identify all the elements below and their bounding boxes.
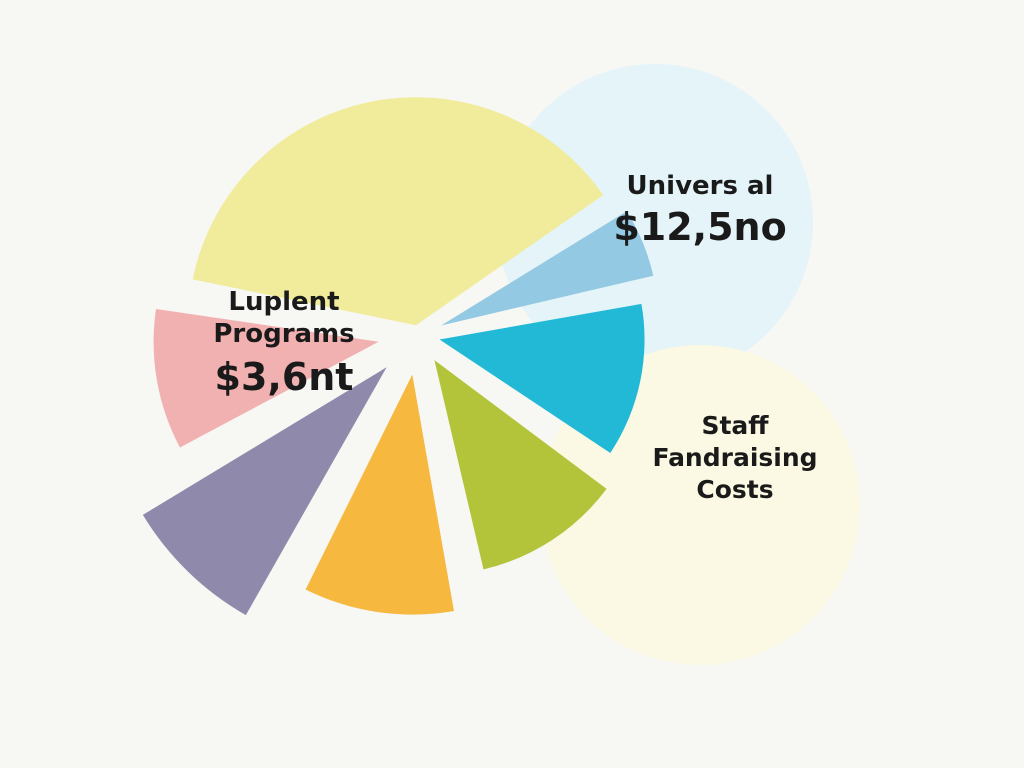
label-left-line1: Luplent xyxy=(228,287,339,317)
pie-slice-6 xyxy=(142,367,387,616)
pie-slice-3 xyxy=(439,303,645,453)
label-group-top-right: Univers al $12,5no xyxy=(613,171,786,249)
label-group-left: Luplent Programs $3,6nt xyxy=(213,287,354,399)
pie-slice-4 xyxy=(434,360,607,570)
pie-slice-5 xyxy=(305,374,454,615)
label-right-line1: Staff xyxy=(701,411,769,440)
pie-slices xyxy=(142,97,654,616)
label-right-line2: Fandraising xyxy=(652,443,817,472)
pie-slice-1 xyxy=(192,97,604,326)
background-circle-1 xyxy=(497,64,813,380)
pie-slice-2 xyxy=(441,211,654,326)
label-left-line2: Programs xyxy=(213,319,354,349)
label-top-right-value: $12,5no xyxy=(613,205,786,249)
label-top-right-line1: Univers al xyxy=(627,171,774,201)
pie-slice-7 xyxy=(153,308,379,448)
label-group-right: Staff Fandraising Costs xyxy=(652,411,817,504)
label-left-value: $3,6nt xyxy=(215,355,354,399)
label-right-line3: Costs xyxy=(696,475,773,504)
